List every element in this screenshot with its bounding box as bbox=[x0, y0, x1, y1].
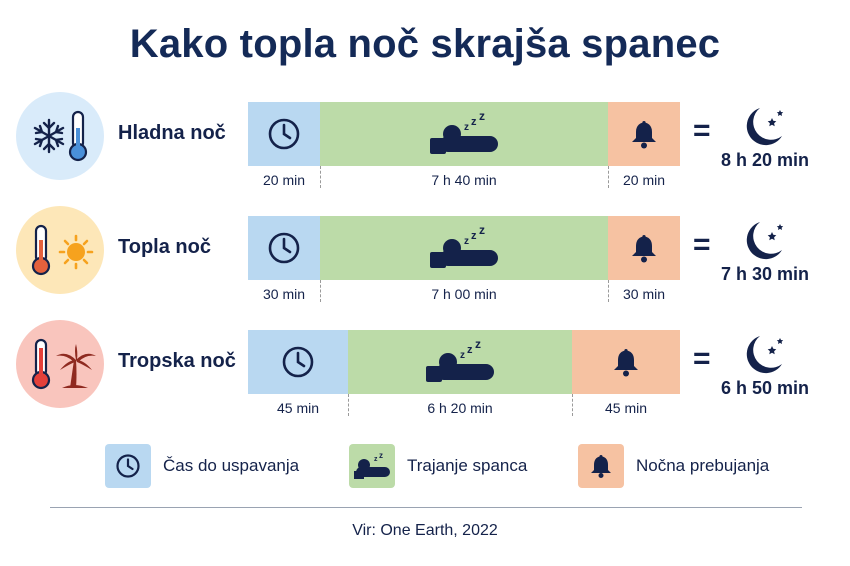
svg-text:z: z bbox=[467, 344, 473, 356]
svg-text:z: z bbox=[479, 112, 485, 123]
bell-icon bbox=[632, 121, 656, 149]
thermometer-sun-icon bbox=[31, 224, 94, 276]
equals-sign: = bbox=[693, 342, 711, 375]
wake-duration: 20 min bbox=[622, 172, 666, 188]
svg-text:z: z bbox=[464, 236, 469, 247]
sleep-duration: 7 h 40 min bbox=[431, 172, 497, 188]
bell-icon bbox=[591, 455, 611, 478]
total-sleep-time: 8 h 20 min bbox=[720, 150, 810, 170]
source-citation: Vir: One Earth, 2022 bbox=[352, 522, 498, 539]
svg-text:z: z bbox=[471, 116, 477, 128]
warm-night-icon-circle bbox=[16, 206, 104, 294]
moon-stars-icon bbox=[746, 336, 784, 374]
legend-swatch bbox=[578, 444, 624, 488]
page-title: Kako topla noč skrajša spanec bbox=[129, 22, 721, 66]
tropical-night-icon-circle bbox=[16, 320, 104, 408]
clock-icon bbox=[282, 346, 314, 378]
equals-sign: = bbox=[693, 114, 711, 147]
segment-divider bbox=[572, 394, 573, 416]
cold-night-icon-circle bbox=[16, 92, 104, 180]
snowflake-thermometer-icon bbox=[33, 110, 88, 162]
fall-asleep-duration: 30 min bbox=[262, 286, 306, 302]
sleeping-person-icon: z z bbox=[354, 451, 390, 479]
svg-text:z: z bbox=[479, 226, 485, 237]
segment-divider bbox=[608, 166, 609, 188]
equals-sign: = bbox=[693, 228, 711, 261]
legend-swatch: z z bbox=[349, 444, 395, 488]
legend-label: Trajanje spanca bbox=[407, 456, 528, 475]
segment-divider bbox=[320, 166, 321, 188]
clock-icon bbox=[268, 118, 300, 150]
sleep-duration: 6 h 20 min bbox=[427, 400, 493, 416]
row-label: Tropska noč bbox=[118, 350, 236, 372]
fall-asleep-duration: 20 min bbox=[262, 172, 306, 188]
wake-segment bbox=[608, 102, 680, 166]
bell-icon bbox=[632, 235, 656, 263]
thermometer-palm-icon bbox=[31, 338, 96, 390]
svg-text:z: z bbox=[475, 340, 481, 351]
segment-divider bbox=[320, 280, 321, 302]
total-sleep-time: 7 h 30 min bbox=[720, 264, 810, 284]
legend-label: Nočna prebujanja bbox=[636, 456, 770, 475]
wake-segment bbox=[572, 330, 680, 394]
sleep-duration: 7 h 00 min bbox=[431, 286, 497, 302]
moon-stars-icon bbox=[746, 108, 784, 146]
clock-icon bbox=[116, 454, 140, 478]
svg-text:z: z bbox=[460, 350, 465, 361]
segment-divider bbox=[348, 394, 349, 416]
total-sleep-time: 6 h 50 min bbox=[720, 378, 810, 398]
moon-stars-icon bbox=[746, 222, 784, 260]
row-label: Topla noč bbox=[118, 236, 211, 258]
wake-segment bbox=[608, 216, 680, 280]
svg-text:z: z bbox=[464, 122, 469, 133]
fall-asleep-segment bbox=[248, 102, 320, 166]
clock-icon bbox=[268, 232, 300, 264]
bell-icon bbox=[614, 349, 638, 377]
row-label: Hladna noč bbox=[118, 122, 226, 144]
svg-text:z: z bbox=[379, 451, 383, 460]
wake-duration: 30 min bbox=[622, 286, 666, 302]
legend-swatch bbox=[105, 444, 151, 488]
fall-asleep-segment bbox=[248, 330, 348, 394]
svg-text:z: z bbox=[374, 456, 378, 463]
svg-text:z: z bbox=[471, 230, 477, 242]
wake-duration: 45 min bbox=[604, 400, 648, 416]
footer-divider bbox=[50, 507, 802, 508]
legend-label: Čas do uspavanja bbox=[163, 456, 300, 475]
fall-asleep-duration: 45 min bbox=[276, 400, 320, 416]
segment-divider bbox=[608, 280, 609, 302]
fall-asleep-segment bbox=[248, 216, 320, 280]
